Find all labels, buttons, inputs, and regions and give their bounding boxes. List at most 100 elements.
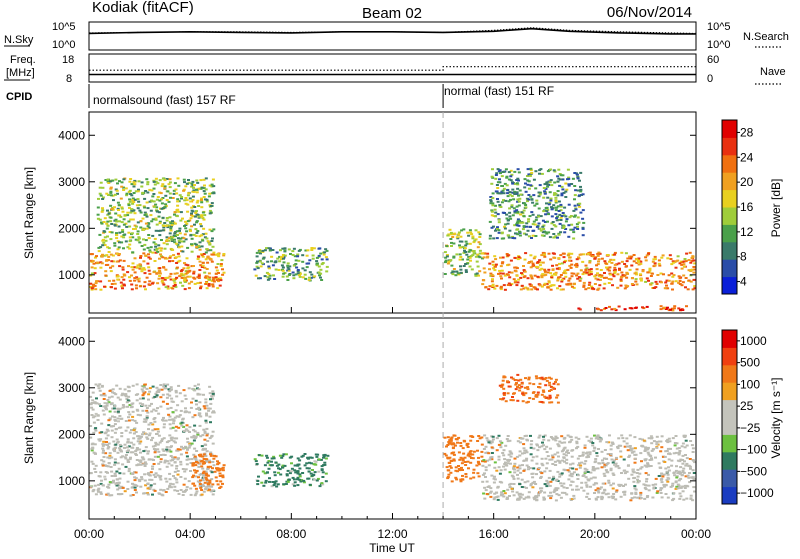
heatmap-cell [152, 473, 156, 476]
heatmap-cell [685, 252, 689, 255]
heatmap-cell [564, 220, 568, 223]
heatmap-cell [191, 476, 195, 479]
heatmap-cell [119, 215, 123, 218]
heatmap-cell [677, 470, 681, 473]
heatmap-cell [131, 268, 135, 271]
heatmap-cell [321, 476, 325, 478]
heatmap-cell [485, 256, 489, 259]
heatmap-cell [143, 281, 147, 284]
heatmap-cell [546, 183, 550, 186]
heatmap-cell [474, 255, 478, 258]
heatmap-cell [477, 461, 481, 464]
heatmap-cell [287, 478, 291, 481]
heatmap-cell [544, 207, 548, 209]
heatmap-cell [488, 262, 492, 265]
heatmap-cell [132, 181, 136, 184]
heatmap-cell [211, 245, 215, 248]
colorbar-step [722, 469, 737, 488]
heatmap-cell [298, 473, 302, 476]
heatmap-cell [190, 244, 194, 247]
heatmap-cell [134, 227, 137, 230]
heatmap-cell [509, 399, 513, 402]
heatmap-cell [617, 467, 621, 470]
heatmap-cell [133, 279, 137, 282]
heatmap-cell [183, 477, 187, 480]
heatmap-cell [553, 273, 556, 275]
heatmap-cell [274, 480, 278, 483]
heatmap-cell [173, 281, 177, 284]
heatmap-cell [197, 476, 200, 479]
heatmap-cell [222, 254, 226, 257]
heatmap-cell [681, 454, 685, 457]
heatmap-cell [463, 247, 467, 250]
heatmap-cell [565, 462, 569, 465]
heatmap-cell [519, 471, 523, 474]
heatmap-cell [562, 453, 566, 456]
heatmap-cell [163, 206, 167, 209]
heatmap-cell [139, 463, 143, 466]
heatmap-cell [596, 489, 600, 492]
heatmap-cell [535, 499, 539, 502]
heatmap-cell [596, 263, 600, 266]
heatmap-cell [626, 464, 630, 467]
heatmap-cell [96, 490, 100, 493]
heatmap-cell [294, 471, 298, 474]
heatmap-cell [194, 435, 198, 438]
heatmap-cell [483, 472, 486, 475]
heatmap-cell [199, 264, 203, 267]
heatmap-cell [609, 444, 613, 447]
heatmap-cell [159, 405, 163, 408]
heatmap-cell [659, 450, 663, 453]
heatmap-cell [599, 486, 603, 489]
heatmap-cell [172, 419, 176, 422]
heatmap-cell [495, 237, 499, 240]
heatmap-cell [291, 250, 295, 253]
heatmap-cell [141, 191, 145, 194]
heatmap-cell [201, 467, 205, 470]
heatmap-cell [148, 284, 152, 286]
heatmap-cell [161, 177, 165, 180]
heatmap-cell [161, 256, 165, 259]
heatmap-cell [684, 286, 687, 289]
heatmap-cell [574, 189, 578, 192]
velocity-colorbar [722, 330, 737, 505]
heatmap-cell [559, 209, 563, 212]
heatmap-cell [445, 254, 449, 256]
heatmap-cell [97, 246, 101, 249]
heatmap-cell [181, 468, 185, 470]
heatmap-cell [523, 468, 527, 471]
heatmap-cell [468, 265, 472, 268]
heatmap-cell [519, 276, 523, 279]
heatmap-cell [323, 251, 327, 254]
heatmap-cell [574, 208, 578, 211]
heatmap-cell [575, 264, 579, 267]
heatmap-cell [636, 481, 640, 484]
heatmap-cell [142, 228, 146, 231]
heatmap-cell [634, 278, 638, 281]
heatmap-cell [191, 397, 195, 400]
heatmap-cell [125, 194, 129, 197]
heatmap-cell [168, 415, 172, 418]
heatmap-cell [109, 253, 113, 256]
heatmap-cell [256, 480, 260, 482]
heatmap-cell [688, 458, 692, 460]
heatmap-cell [559, 205, 563, 208]
heatmap-cell [550, 208, 554, 211]
heatmap-cell [685, 457, 689, 460]
heatmap-cell [531, 265, 535, 268]
heatmap-cell [531, 486, 535, 489]
heatmap-cell [183, 410, 187, 413]
heatmap-cell [477, 435, 481, 437]
heatmap-cell [301, 276, 305, 279]
heatmap-cell [506, 284, 510, 286]
heatmap-cell [126, 440, 130, 443]
heatmap-cell [547, 231, 551, 234]
heatmap-cell [91, 446, 95, 449]
heatmap-cell [203, 431, 207, 434]
heatmap-cell [113, 287, 117, 290]
heatmap-cell [154, 229, 158, 232]
heatmap-cell [202, 393, 205, 396]
heatmap-cell [522, 269, 526, 272]
heatmap-cell [132, 185, 136, 188]
